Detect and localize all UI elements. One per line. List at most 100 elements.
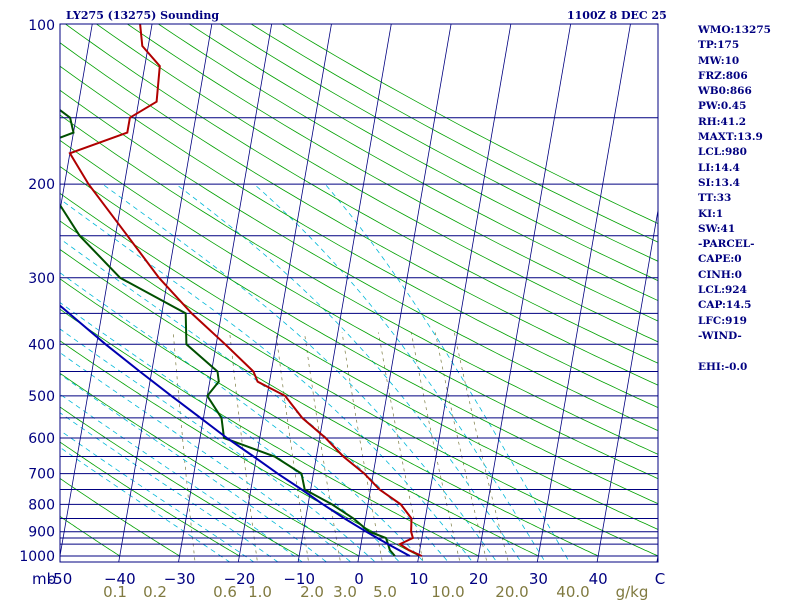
isotherm-20 [477,24,572,562]
dry-adiabat-20 [60,308,479,557]
pressure-tick-500: 500 [28,389,55,405]
dry-adiabat-40 [60,249,599,557]
dry-adiabat--30 [60,478,180,557]
isobars [60,23,658,557]
sidebar-index-13: SW:41 [698,222,736,235]
dry-adiabat-180 [219,24,658,262]
sidebar-index-11: TT:33 [698,192,732,205]
dry-adiabat--40 [60,515,121,557]
dry-adiabat--10 [60,406,300,557]
sidebar-index-18: CAP:14.5 [698,299,752,312]
moist-adiabat-4 [60,328,376,562]
moist-adiabat-0 [60,352,352,562]
sidebar-index-1: TP:175 [698,39,740,52]
dry-adiabat--20 [60,441,240,557]
sounding-indices-panel: WMO:13275 TP:175 MW:10 FRZ:806 WB0:866 PW:0.4… [698,23,771,375]
isotherms [60,24,658,562]
pressure-axis: 100 200 300 400 500 600 700 800 900 1000 [19,18,55,565]
mixing-ratio-axis: 0.1 0.2 0.6 1.0 2.0 3.0 5.0 10.0 20.0 40.0 g/kg [103,583,648,600]
sounding-profiles [60,24,423,557]
sidebar-index-21 [698,344,771,359]
sidebar-index-8: LCL:980 [698,146,747,159]
dry-adiabat-70 [60,165,658,505]
dewpoint-profile-line [60,108,396,557]
isotherm-40 [596,208,658,562]
isotherm-30 [536,24,631,562]
moist-adiabat-20 [60,198,474,562]
pressure-tick-400: 400 [28,337,55,353]
pressure-tick-700: 700 [28,467,55,483]
temp-tick--30: −30 [164,570,196,588]
mixing-ratio-line-2 [275,332,310,562]
isotherm--10 [297,24,392,562]
sidebar-index-16: CINH:0 [698,268,742,281]
moist-adiabat-24 [102,183,498,562]
pressure-tick-900: 900 [28,525,55,541]
isotherm--30 [178,24,273,562]
sounding-time: 1100Z 8 DEC 25 [567,9,667,22]
dry-adiabat-170 [188,24,658,282]
dry-adiabats [60,24,658,557]
isotherm-10 [417,24,512,562]
mixing-ratio-tick-0: 0.1 [103,583,127,600]
temp-tick--10: −10 [283,570,315,588]
dry-adiabat-190 [250,24,658,243]
isotherm--60 [60,24,93,213]
mixing-ratio-tick-6: 5.0 [373,583,397,600]
temperature-profile-line [68,24,423,557]
dry-adiabat-100 [60,89,658,432]
sidebar-index-22: EHI:-0.0 [698,360,748,373]
sidebar-index-4: WB0:866 [698,85,752,98]
pressure-tick-1000: 1000 [19,549,55,565]
dry-adiabat-110 [60,65,658,409]
temp-tick-10: 10 [409,570,428,588]
mixing-ratio-tick-2: 0.6 [213,583,237,600]
dry-adiabat-80 [60,139,658,480]
moist-adiabat--8 [60,393,303,562]
moist-adiabat-28 [175,183,522,562]
temp-tick--20: −20 [224,570,256,588]
sidebar-index-20: -WIND- [698,329,742,342]
mixing-ratio-line-1 [229,332,258,562]
temp-tick--40: −40 [104,570,136,588]
moist-adiabat--4 [60,373,328,562]
mixing-ratio-line-16 [434,332,488,562]
dry-adiabat-150 [126,24,658,322]
pressure-tick-100: 100 [28,18,55,34]
sidebar-index-2: MW:10 [698,54,740,67]
dry-adiabat-10 [60,340,419,557]
mixing-ratio-tick-8: 20.0 [495,583,528,600]
isotherm--50 [60,24,153,559]
dry-adiabat-90 [60,114,658,455]
dry-adiabat-160 [157,24,658,302]
mixing-ratio-tick-9: 40.0 [556,583,589,600]
mixing-ratio-tick-7: 10.0 [431,583,464,600]
moist-adiabat--12 [60,412,279,562]
xlabel-unit: C [655,570,665,588]
moist-adiabat-12 [60,272,425,562]
dry-adiabat-0 [60,372,360,557]
pressure-tick-200: 200 [28,177,55,193]
sidebar-index-14: -PARCEL- [698,238,755,251]
dry-adiabat-50 [60,220,658,557]
isotherm--40 [118,24,213,562]
isotherm-0 [357,24,452,562]
mixing-ratio-unit: g/kg [616,583,649,600]
mixing-ratio-line-0.4 [172,332,196,562]
temp-tick--50: -50 [48,570,73,588]
mixing-ratio-tick-1: 0.2 [143,583,167,600]
dry-adiabat-30 [60,278,539,557]
temperature-axis: mb-50 −40 −30 −20 −10 0 10 20 30 40 C [32,570,665,588]
isotherm--20 [237,24,332,562]
sidebar-index-6: RH:41.2 [698,115,747,128]
mixing-ratio-tick-4: 2.0 [300,583,324,600]
mixing-ratio-line-20 [453,332,509,562]
dry-adiabat-130 [64,24,658,364]
sidebar-index-15: CAPE:0 [698,253,742,266]
sidebar-index-3: FRZ:806 [698,69,748,82]
sidebar-index-7: MAXT:13.9 [698,131,763,144]
plot-frame [59,23,659,563]
moist-adiabat-16 [60,238,449,562]
sidebar-index-5: PW:0.45 [698,100,747,113]
